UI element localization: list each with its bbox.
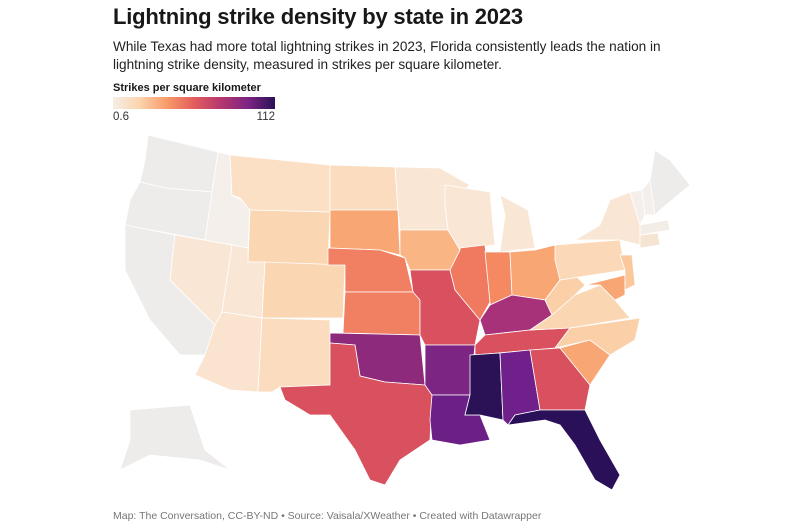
state-sd[interactable]: [329, 209, 401, 256]
state-ny[interactable]: [573, 191, 641, 246]
state-nm[interactable]: [257, 317, 331, 393]
legend-min-label: 0.6: [113, 111, 129, 123]
state-wy[interactable]: [247, 209, 331, 266]
state-ct[interactable]: [639, 232, 661, 249]
state-mt[interactable]: [229, 154, 331, 213]
chart-title: Lightning strike density by state in 202…: [113, 4, 523, 29]
legend-color-scale: [113, 97, 275, 109]
legend-max-label: 112: [256, 111, 275, 123]
state-va[interactable]: [528, 284, 631, 331]
state-nd[interactable]: [329, 164, 399, 211]
state-mi[interactable]: [499, 194, 536, 253]
state-md[interactable]: [584, 274, 626, 301]
legend-title: Strikes per square kilometer: [113, 82, 261, 94]
state-tx[interactable]: [279, 342, 433, 486]
state-ia[interactable]: [399, 229, 461, 271]
state-me[interactable]: [649, 149, 691, 216]
state-ms[interactable]: [464, 352, 504, 421]
state-wa[interactable]: [139, 134, 219, 193]
state-pa[interactable]: [554, 239, 626, 281]
state-ma[interactable]: [639, 219, 671, 236]
state-ak[interactable]: [119, 404, 231, 471]
state-nj[interactable]: [619, 254, 636, 291]
footer-credits: Map: The Conversation, CC-BY-ND • Source…: [113, 510, 542, 522]
state-ks[interactable]: [342, 291, 421, 336]
chart-subtitle: While Texas had more total lightning str…: [113, 39, 661, 72]
state-ar[interactable]: [424, 344, 476, 396]
state-co[interactable]: [261, 261, 346, 319]
state-fl[interactable]: [507, 409, 621, 491]
